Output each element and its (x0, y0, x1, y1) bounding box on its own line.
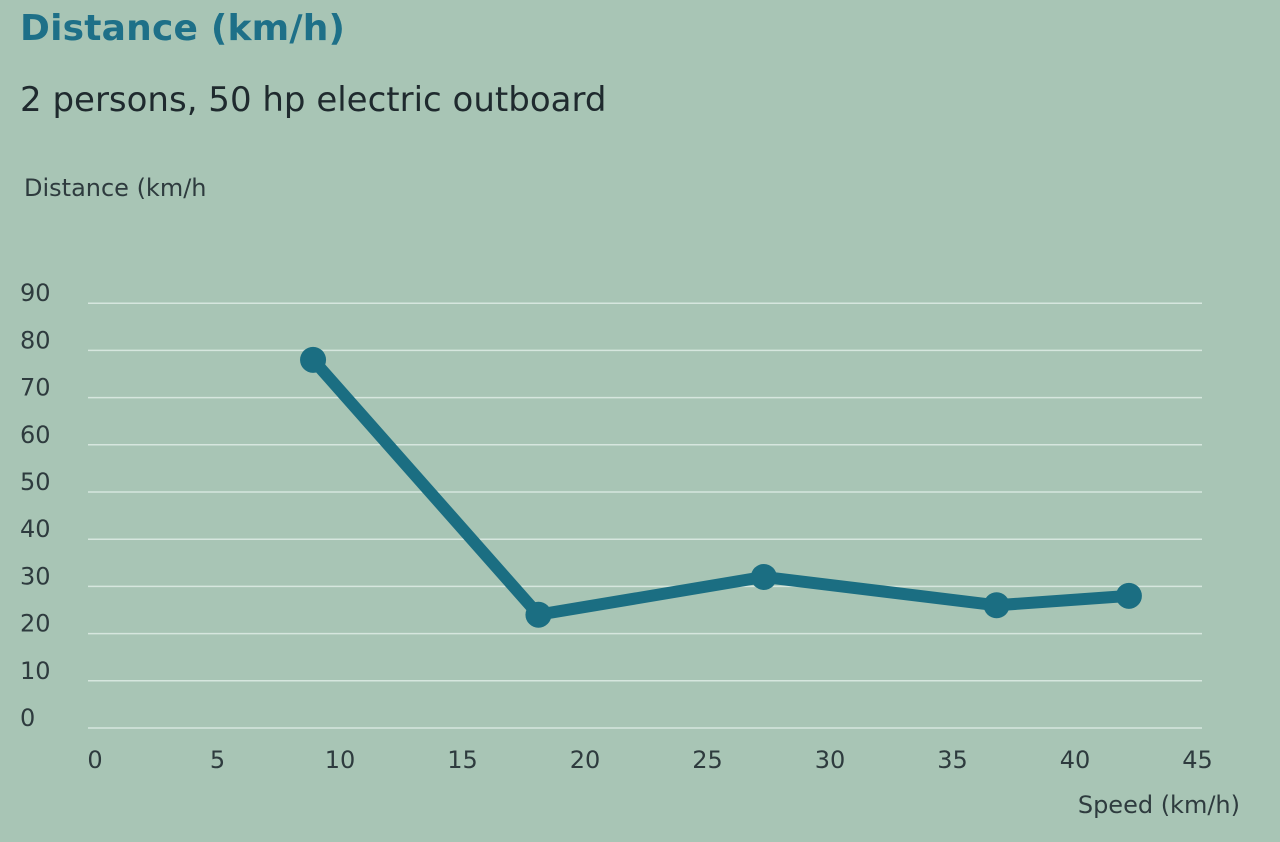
chart-subtitle: 2 persons, 50 hp electric outboard (20, 80, 607, 120)
x-tick-label-45: 45 (1182, 746, 1213, 774)
y-tick-labels: 0 10 20 30 40 50 60 70 80 90 (20, 279, 51, 732)
data-point-3 (983, 592, 1010, 619)
x-tick-label-35: 35 (937, 746, 968, 774)
series-layer (300, 346, 1142, 628)
y-tick-label-0: 0 (20, 704, 35, 732)
x-tick-label-0: 0 (87, 746, 102, 774)
x-tick-labels: 0 5 10 15 20 25 30 35 40 45 (87, 746, 1212, 774)
x-axis-label: Speed (km/h) (1078, 791, 1240, 819)
data-point-4 (1115, 582, 1142, 609)
y-tick-label-30: 30 (20, 562, 51, 590)
y-tick-label-80: 80 (20, 326, 51, 354)
data-point-2 (750, 563, 777, 590)
data-point-1 (525, 601, 552, 628)
x-tick-label-15: 15 (447, 746, 478, 774)
x-tick-label-30: 30 (815, 746, 846, 774)
gridlines (88, 302, 1202, 729)
y-tick-label-40: 40 (20, 515, 51, 543)
data-point-0 (300, 346, 327, 373)
x-tick-label-10: 10 (325, 746, 356, 774)
x-tick-label-40: 40 (1060, 746, 1091, 774)
y-tick-label-10: 10 (20, 657, 51, 685)
x-tick-label-5: 5 (210, 746, 225, 774)
y-tick-label-50: 50 (20, 468, 51, 496)
y-tick-label-70: 70 (20, 374, 51, 402)
y-tick-label-60: 60 (20, 421, 51, 449)
chart-title: Distance (km/h) (20, 8, 346, 49)
x-tick-label-20: 20 (570, 746, 601, 774)
y-tick-label-90: 90 (20, 279, 51, 307)
y-axis-label: Distance (km/h (24, 174, 207, 202)
y-tick-label-20: 20 (20, 610, 51, 638)
x-tick-label-25: 25 (692, 746, 723, 774)
